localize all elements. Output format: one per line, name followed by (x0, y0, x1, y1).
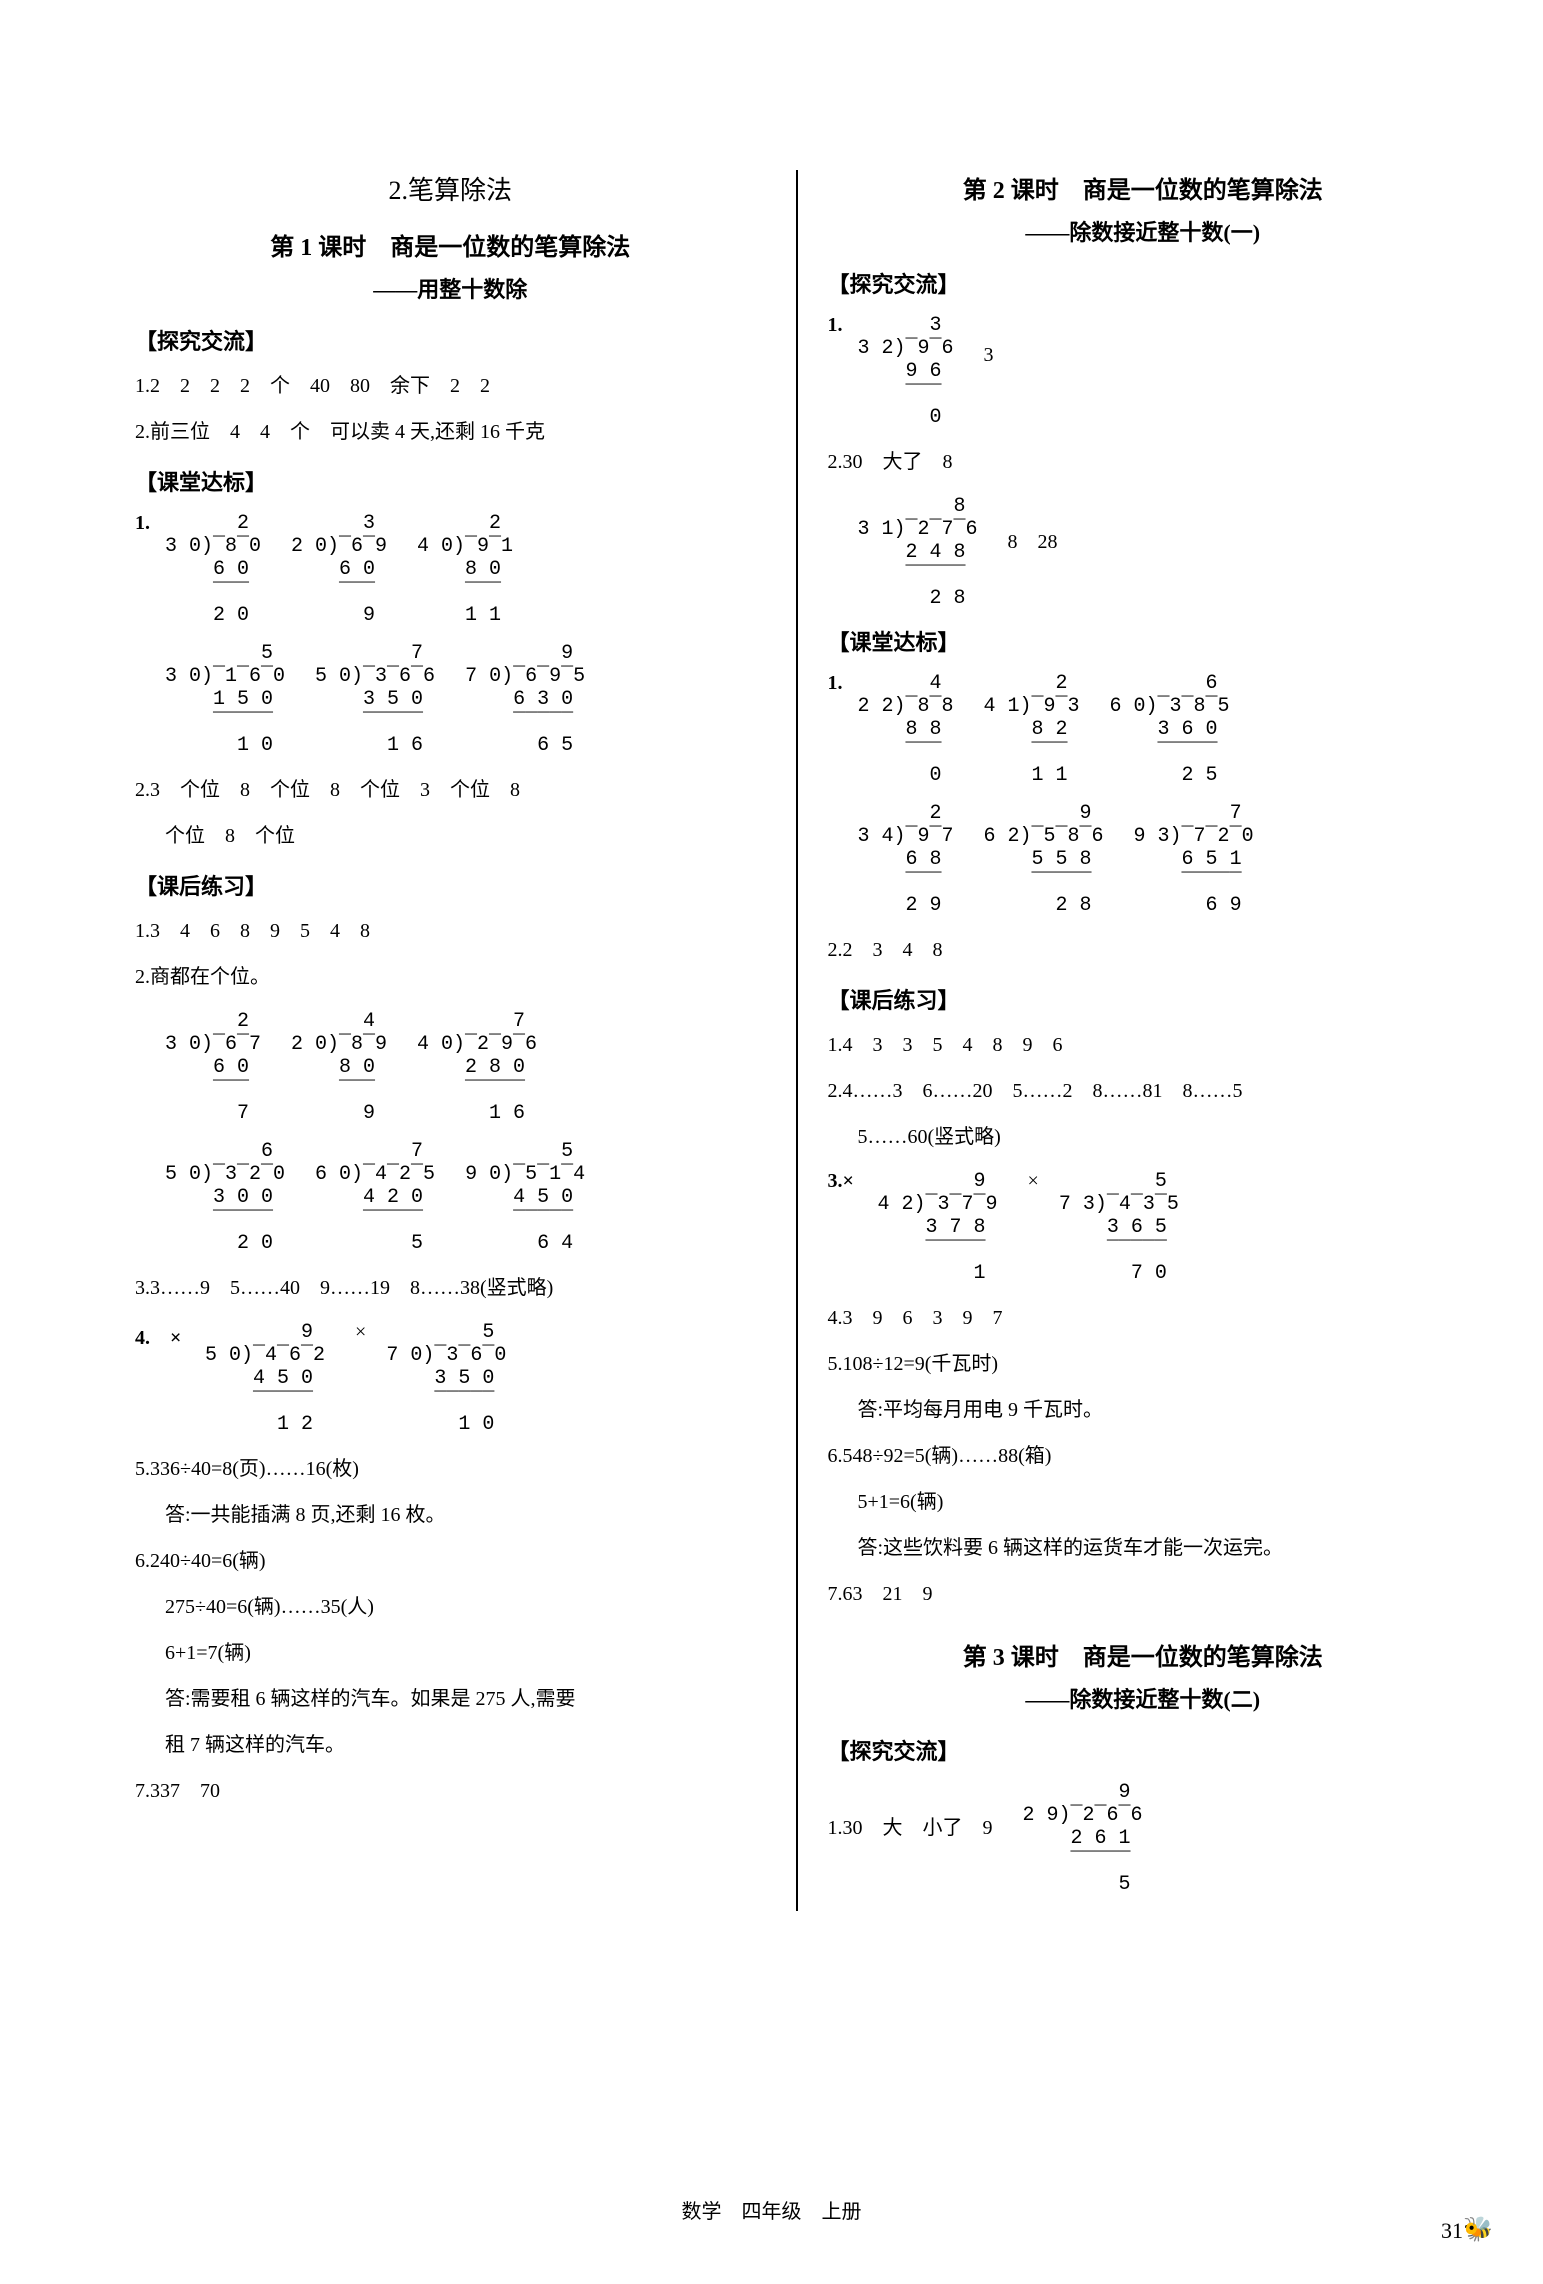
longdiv-c: 2 4 0)‾9‾1 8 0 ‾‾‾ 1 1 (417, 512, 513, 627)
inquiry-1: 1.2 2 2 2 个 40 80 余下 2 2 (135, 368, 766, 404)
after-6: 6.240÷40=6(辆) (135, 1543, 766, 1579)
l3-ld-a: 9 2 9)‾2‾6‾6 2 6 1 ‾‾‾‾‾ 5 (1023, 1781, 1143, 1896)
item-num: 1. (135, 512, 165, 535)
item-1: 1. (828, 314, 858, 337)
item-1b: 1. (828, 672, 858, 695)
inquiry-heading-3: 【探究交流】 (828, 1734, 1459, 1766)
page-footer: 数学 四年级 上册 (0, 2195, 1543, 2224)
l2-a2b: 5……60(竖式略) (828, 1119, 1459, 1155)
after-6b: 275÷40=6(辆)……35(人) (135, 1589, 766, 1625)
l2-ld-d: 2 4 1)‾9‾3 8 2 ‾‾‾ 1 1 (984, 672, 1080, 787)
lesson2-subtitle: ——除数接近整十数(一) (828, 215, 1459, 247)
cross-mark: × (355, 1321, 366, 1344)
longdiv-row5: 4. × 9 5 0)‾4‾6‾2 4 5 0 ‾‾‾‾‾ 1 2 × 5 7 … (135, 1321, 766, 1436)
l2-row5: 3.× 9 4 2)‾3‾7‾9 3 7 8 ‾‾‾‾‾ 1 × 5 7 3)‾… (828, 1170, 1459, 1285)
side-3: 3 (984, 344, 994, 367)
longdiv-l: 5 9 0)‾5‾1‾4 4 5 0 ‾‾‾‾‾ 6 4 (465, 1140, 585, 1255)
longdiv-row1: 1. 2 3 0)‾8‾0 6 0 ‾‾‾ 2 0 3 2 0)‾6‾9 6 0… (135, 512, 766, 627)
item-4: 4. × (135, 1321, 205, 1350)
l2-i2: 2.30 大了 8 (828, 444, 1459, 480)
longdiv-j: 6 5 0)‾3‾2‾0 3 0 0 ‾‾‾‾‾ 2 0 (165, 1140, 285, 1255)
l2-row2: 8 3 1)‾2‾7‾6 2 4 8 ‾‾‾‾‾ 2 8 8 28 (828, 495, 1459, 610)
longdiv-g: 2 3 0)‾6‾7 6 0 ‾‾‾ 7 (165, 1010, 261, 1125)
longdiv-k: 7 6 0)‾4‾2‾5 4 2 0 ‾‾‾‾‾ 5 (315, 1140, 435, 1255)
l3-row1: 1.30 大 小了 9 9 2 9)‾2‾6‾6 2 6 1 ‾‾‾‾‾ 5 (828, 1781, 1459, 1896)
lesson3-title: 第 3 课时 商是一位数的笔算除法 (828, 1637, 1459, 1672)
l2-ld-c: 4 2 2)‾8‾8 8 8 ‾‾‾ 0 (858, 672, 954, 787)
inquiry-heading: 【探究交流】 (135, 324, 766, 356)
two-column-layout: 2.笔算除法 第 1 课时 商是一位数的笔算除法 ——用整十数除 【探究交流】 … (110, 170, 1483, 1911)
lesson2-title: 第 2 课时 商是一位数的笔算除法 (828, 170, 1459, 205)
l2-a4: 4.3 9 6 3 9 7 (828, 1300, 1459, 1336)
l2-ld-j: 5 7 3)‾4‾3‾5 3 6 5 ‾‾‾‾‾ 7 0 (1059, 1170, 1179, 1285)
column-divider (796, 170, 798, 1911)
l2-row3: 1. 4 2 2)‾8‾8 8 8 ‾‾‾ 0 2 4 1)‾9‾3 8 2 ‾… (828, 672, 1459, 787)
cross-2: × (1028, 1170, 1039, 1193)
class-heading-2: 【课堂达标】 (828, 625, 1459, 657)
l2-a7: 7.63 21 9 (828, 1576, 1459, 1612)
class-heading: 【课堂达标】 (135, 465, 766, 497)
inquiry-2: 2.前三位 4 4 个 可以卖 4 天,还剩 16 千克 (135, 414, 766, 450)
after-6e: 租 7 辆这样的汽车。 (135, 1727, 766, 1763)
item-3: 3.× (828, 1170, 878, 1193)
lesson3-subtitle: ——除数接近整十数(二) (828, 1682, 1459, 1714)
l2-a6: 6.548÷92=5(辆)……88(箱) (828, 1438, 1459, 1474)
lesson1-subtitle: ——用整十数除 (135, 272, 766, 304)
longdiv-b: 3 2 0)‾6‾9 6 0 ‾‾‾ 9 (291, 512, 387, 627)
longdiv-h: 4 2 0)‾8‾9 8 0 ‾‾‾ 9 (291, 1010, 387, 1125)
l2-ld-f: 2 3 4)‾9‾7 6 8 ‾‾‾ 2 9 (858, 802, 954, 917)
inquiry-heading-2: 【探究交流】 (828, 267, 1459, 299)
longdiv-i: 7 4 0)‾2‾9‾6 2 8 0 ‾‾‾‾‾ 1 6 (417, 1010, 537, 1125)
l2-a5b: 答:平均每月用电 9 千瓦时。 (828, 1392, 1459, 1428)
after-5b: 答:一共能插满 8 页,还剩 16 枚。 (135, 1497, 766, 1533)
after-heading-2: 【课后练习】 (828, 983, 1459, 1015)
after-6d: 答:需要租 6 辆这样的汽车。如果是 275 人,需要 (135, 1681, 766, 1717)
l2-a6b: 5+1=6(辆) (828, 1484, 1459, 1520)
after-3: 3.3……9 5……40 9……19 8……38(竖式略) (135, 1270, 766, 1306)
l2-c2: 2.2 3 4 8 (828, 932, 1459, 968)
longdiv-row4: 6 5 0)‾3‾2‾0 3 0 0 ‾‾‾‾‾ 2 0 7 6 0)‾4‾2‾… (135, 1140, 766, 1255)
after-heading: 【课后练习】 (135, 869, 766, 901)
longdiv-e: 7 5 0)‾3‾6‾6 3 5 0 ‾‾‾‾‾ 1 6 (315, 642, 435, 757)
right-column: 第 2 课时 商是一位数的笔算除法 ——除数接近整十数(一) 【探究交流】 1.… (803, 170, 1484, 1911)
l2-ld-e: 6 6 0)‾3‾8‾5 3 6 0 ‾‾‾‾‾ 2 5 (1110, 672, 1230, 787)
longdiv-row2: 5 3 0)‾1‾6‾0 1 5 0 ‾‾‾‾‾ 1 0 7 5 0)‾3‾6‾… (135, 642, 766, 757)
l2-ld-g: 9 6 2)‾5‾8‾6 5 5 8 ‾‾‾‾‾ 2 8 (984, 802, 1104, 917)
l2-ld-a: 3 3 2)‾9‾6 9 6 ‾‾‾ 0 (858, 314, 954, 429)
longdiv-n: 5 7 0)‾3‾6‾0 3 5 0 ‾‾‾‾‾ 1 0 (386, 1321, 506, 1436)
longdiv-row3: 2 3 0)‾6‾7 6 0 ‾‾‾ 7 4 2 0)‾8‾9 8 0 ‾‾‾ … (135, 1010, 766, 1125)
l2-row4: 2 3 4)‾9‾7 6 8 ‾‾‾ 2 9 9 6 2)‾5‾8‾6 5 5 … (828, 802, 1459, 917)
longdiv-a: 2 3 0)‾8‾0 6 0 ‾‾‾ 2 0 (165, 512, 261, 627)
longdiv-m: 9 5 0)‾4‾6‾2 4 5 0 ‾‾‾‾‾ 1 2 (205, 1321, 325, 1436)
class-2b: 个位 8 个位 (135, 818, 766, 854)
after-5: 5.336÷40=8(页)……16(枚) (135, 1451, 766, 1487)
after-2: 2.商都在个位。 (135, 959, 766, 995)
l2-a1: 1.4 3 3 5 4 8 9 6 (828, 1027, 1459, 1063)
longdiv-d: 5 3 0)‾1‾6‾0 1 5 0 ‾‾‾‾‾ 1 0 (165, 642, 285, 757)
after-1: 1.3 4 6 8 9 5 4 8 (135, 913, 766, 949)
l2-ld-i: 9 4 2)‾3‾7‾9 3 7 8 ‾‾‾‾‾ 1 (878, 1170, 998, 1285)
lesson1-title: 第 1 课时 商是一位数的笔算除法 (135, 227, 766, 262)
side-8-28: 8 28 (1008, 525, 1058, 554)
l2-a5: 5.108÷12=9(千瓦时) (828, 1346, 1459, 1382)
l2-a2: 2.4……3 6……20 5……2 8……81 8……5 (828, 1073, 1459, 1109)
class-2: 2.3 个位 8 个位 8 个位 3 个位 8 (135, 772, 766, 808)
l2-a6c: 答:这些饮料要 6 辆这样的运货车才能一次运完。 (828, 1530, 1459, 1566)
longdiv-f: 9 7 0)‾6‾9‾5 6 3 0 ‾‾‾‾‾ 6 5 (465, 642, 585, 757)
l3-i1: 1.30 大 小了 9 (828, 1811, 993, 1840)
l2-ld-b: 8 3 1)‾2‾7‾6 2 4 8 ‾‾‾‾‾ 2 8 (858, 495, 978, 610)
left-column: 2.笔算除法 第 1 课时 商是一位数的笔算除法 ——用整十数除 【探究交流】 … (110, 170, 791, 1911)
section-title: 2.笔算除法 (135, 170, 766, 207)
l2-row1: 1. 3 3 2)‾9‾6 9 6 ‾‾‾ 0 3 (828, 314, 1459, 429)
after-7: 7.337 70 (135, 1773, 766, 1809)
page-number: 31 (1441, 2218, 1463, 2244)
bee-icon: 🐝 (1463, 2215, 1493, 2244)
after-6c: 6+1=7(辆) (135, 1635, 766, 1671)
l2-ld-h: 7 9 3)‾7‾2‾0 6 5 1 ‾‾‾‾‾ 6 9 (1134, 802, 1254, 917)
